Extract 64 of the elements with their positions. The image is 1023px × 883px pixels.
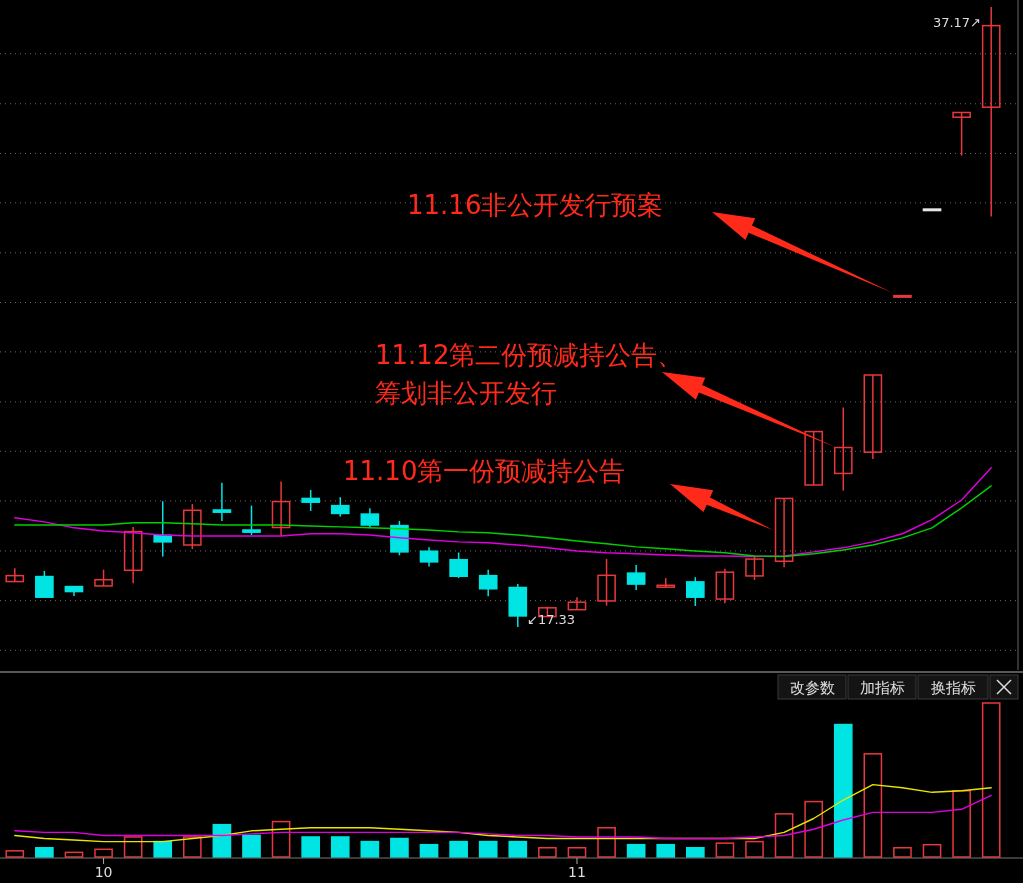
candlestick xyxy=(271,480,291,537)
candlestick xyxy=(153,500,173,558)
candlestick xyxy=(330,496,350,518)
bar xyxy=(330,836,350,858)
bar xyxy=(301,836,321,858)
x-tick-label: 10 xyxy=(94,864,113,880)
annotation: 11.10第一份预减持公告 xyxy=(343,456,626,486)
candlestick xyxy=(626,564,646,591)
bar xyxy=(182,836,202,858)
candlestick xyxy=(774,497,794,568)
bar xyxy=(153,840,173,858)
bar xyxy=(360,840,380,858)
candlestick xyxy=(212,482,232,522)
bar xyxy=(508,840,528,858)
candlestick xyxy=(833,406,853,492)
candlestick xyxy=(685,576,705,607)
annotation: 11.16非公开发行预案 xyxy=(407,190,664,220)
candlestick xyxy=(804,430,824,486)
candlestick xyxy=(952,111,971,157)
candlestick xyxy=(123,526,143,584)
candlestick xyxy=(449,551,468,579)
bar xyxy=(863,753,883,858)
annotation: 37.17↗ xyxy=(932,15,981,30)
candlestick xyxy=(419,546,439,568)
candlestick xyxy=(478,568,498,597)
text: 换指标 xyxy=(930,679,976,697)
candlestick xyxy=(597,558,616,607)
annotation: ↙17.33 xyxy=(527,612,576,627)
bar xyxy=(35,847,54,858)
bar xyxy=(893,847,912,858)
bar xyxy=(833,723,853,858)
candlestick xyxy=(242,504,261,536)
bar xyxy=(567,847,587,858)
bar xyxy=(94,848,113,858)
candlestick xyxy=(360,507,380,529)
bar xyxy=(449,840,468,858)
bar xyxy=(952,790,971,858)
bar xyxy=(922,843,942,858)
bar xyxy=(685,847,705,858)
bar xyxy=(656,843,676,858)
candlestick xyxy=(863,374,883,460)
bar xyxy=(390,837,409,858)
bar xyxy=(804,800,824,858)
candlestick xyxy=(745,555,764,581)
candlestick xyxy=(567,596,587,611)
bar xyxy=(745,840,764,858)
bar xyxy=(626,843,646,858)
bar xyxy=(242,834,261,858)
bar xyxy=(478,840,498,858)
candlestick xyxy=(981,6,1001,218)
bar xyxy=(419,843,439,858)
candlestick xyxy=(301,489,321,512)
candlestick xyxy=(715,568,735,604)
candlestick xyxy=(35,570,54,598)
text: 加指标 xyxy=(859,679,905,697)
x-tick-label: 11 xyxy=(568,864,586,880)
candlestick xyxy=(182,503,202,550)
bar xyxy=(538,847,557,858)
bar xyxy=(715,842,735,858)
bar xyxy=(5,850,25,858)
candlestick xyxy=(5,567,25,583)
bar xyxy=(123,836,143,858)
text: 改参数 xyxy=(789,679,835,697)
annotation: 11.12第二份预减持公告、筹划非公开发行 xyxy=(375,340,684,408)
